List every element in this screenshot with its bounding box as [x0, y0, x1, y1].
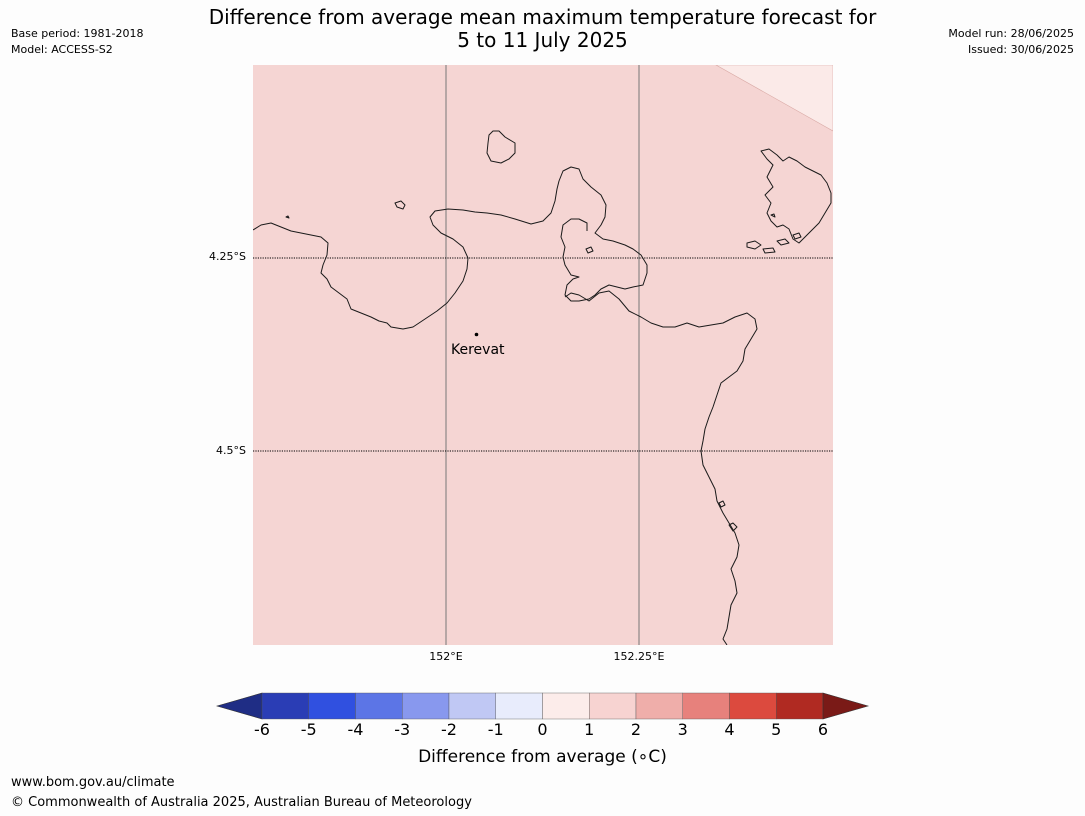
- islet-east-4: [792, 232, 802, 240]
- island-northeast: [760, 148, 832, 244]
- colorbar-tick-label: 0: [537, 720, 548, 739]
- colorbar-tick-label: 4: [724, 720, 735, 739]
- colorbar-bin: [682, 692, 730, 720]
- colorbar-bin: [589, 692, 637, 720]
- issued-date: Issued: 30/06/2025: [967, 43, 1074, 56]
- colorbar-extend-low: [215, 692, 263, 720]
- colorbar-tick-label: 3: [677, 720, 688, 739]
- colorbar-tick-label: 5: [771, 720, 782, 739]
- colorbar-tick-label: -5: [300, 720, 317, 739]
- island-east-small: [746, 240, 762, 250]
- colorbar-tick-label: -6: [254, 720, 270, 739]
- place-label-kerevat: Kerevat: [451, 342, 505, 358]
- footer-copyright: © Commonwealth of Australia 2025, Austra…: [11, 795, 472, 810]
- colorbar-bin: [729, 692, 777, 720]
- colorbar-bin: [308, 692, 356, 720]
- header-meta-right: Model run: 28/06/2025 Issued: 30/06/2025: [948, 26, 1074, 58]
- base-period: Base period: 1981-2018: [11, 27, 144, 40]
- colorbar-tick-label: -1: [487, 720, 504, 739]
- title-line-2: 5 to 11 July 2025: [457, 28, 628, 52]
- islet-east-6: [770, 213, 776, 218]
- island-north: [486, 130, 516, 164]
- colorbar-bin: [635, 692, 683, 720]
- model-run: Model run: 28/06/2025: [948, 27, 1074, 40]
- coastline-main: [253, 166, 648, 330]
- colorbar-label: Difference from average (∘C): [418, 747, 667, 767]
- colorbar-tick-label: -4: [347, 720, 364, 739]
- lat-label-4-5: 4.5°S: [216, 444, 246, 457]
- colorbar-bin: [495, 692, 543, 720]
- model-name: Model: ACCESS-S2: [11, 43, 113, 56]
- coastline-south: [564, 290, 758, 645]
- islet-south-1: [718, 500, 726, 508]
- anomaly-fill-lower: [715, 65, 833, 132]
- coastline: [253, 130, 832, 645]
- colorbar-bin: [776, 692, 824, 720]
- anomaly-fill: [253, 65, 833, 645]
- lon-label-152: 152°E: [429, 650, 463, 663]
- islet-far-west: [285, 215, 290, 219]
- islet-west: [394, 200, 406, 210]
- header-meta-left: Base period: 1981-2018 Model: ACCESS-S2: [11, 26, 143, 58]
- footer-url: www.bom.gov.au/climate: [11, 775, 175, 790]
- colorbar-bin: [402, 692, 450, 720]
- colorbar-tick-label: -2: [441, 720, 457, 739]
- colorbar-bin: [542, 692, 590, 720]
- islet-east-5: [585, 246, 594, 254]
- colorbar-extend-high: [822, 692, 870, 720]
- colorbar-tick-label: 2: [630, 720, 642, 739]
- colorbar: [215, 692, 870, 720]
- colorbar-bin: [448, 692, 496, 720]
- map-panel: [253, 65, 833, 645]
- island-east-small-2: [762, 247, 776, 254]
- islet-south-2: [728, 522, 738, 532]
- lat-label-4-25: 4.25°S: [209, 250, 246, 263]
- place-marker: [474, 332, 479, 337]
- lon-label-152-25: 152.25°E: [613, 650, 665, 663]
- island-east-small-3: [776, 238, 790, 246]
- colorbar-bin: [355, 692, 403, 720]
- colorbar-tick-label: 1: [584, 720, 595, 739]
- colorbar-tick-label: -3: [394, 720, 411, 739]
- title-line-1: Difference from average mean maximum tem…: [208, 5, 877, 29]
- colorbar-bin: [261, 692, 309, 720]
- colorbar-tick-label: 6: [817, 720, 829, 739]
- map-title: Difference from average mean maximum tem…: [150, 6, 935, 52]
